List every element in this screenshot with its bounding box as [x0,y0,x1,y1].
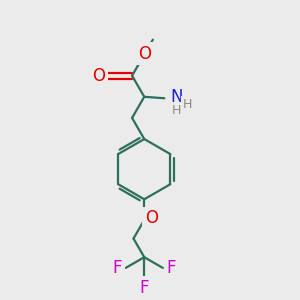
Text: F: F [113,259,122,277]
Text: F: F [166,259,176,277]
Text: N: N [170,88,183,106]
Text: F: F [140,279,149,297]
Text: O: O [138,45,151,63]
Text: H: H [172,104,182,117]
Text: H: H [183,98,192,111]
Text: O: O [145,209,158,227]
Text: O: O [92,67,105,85]
